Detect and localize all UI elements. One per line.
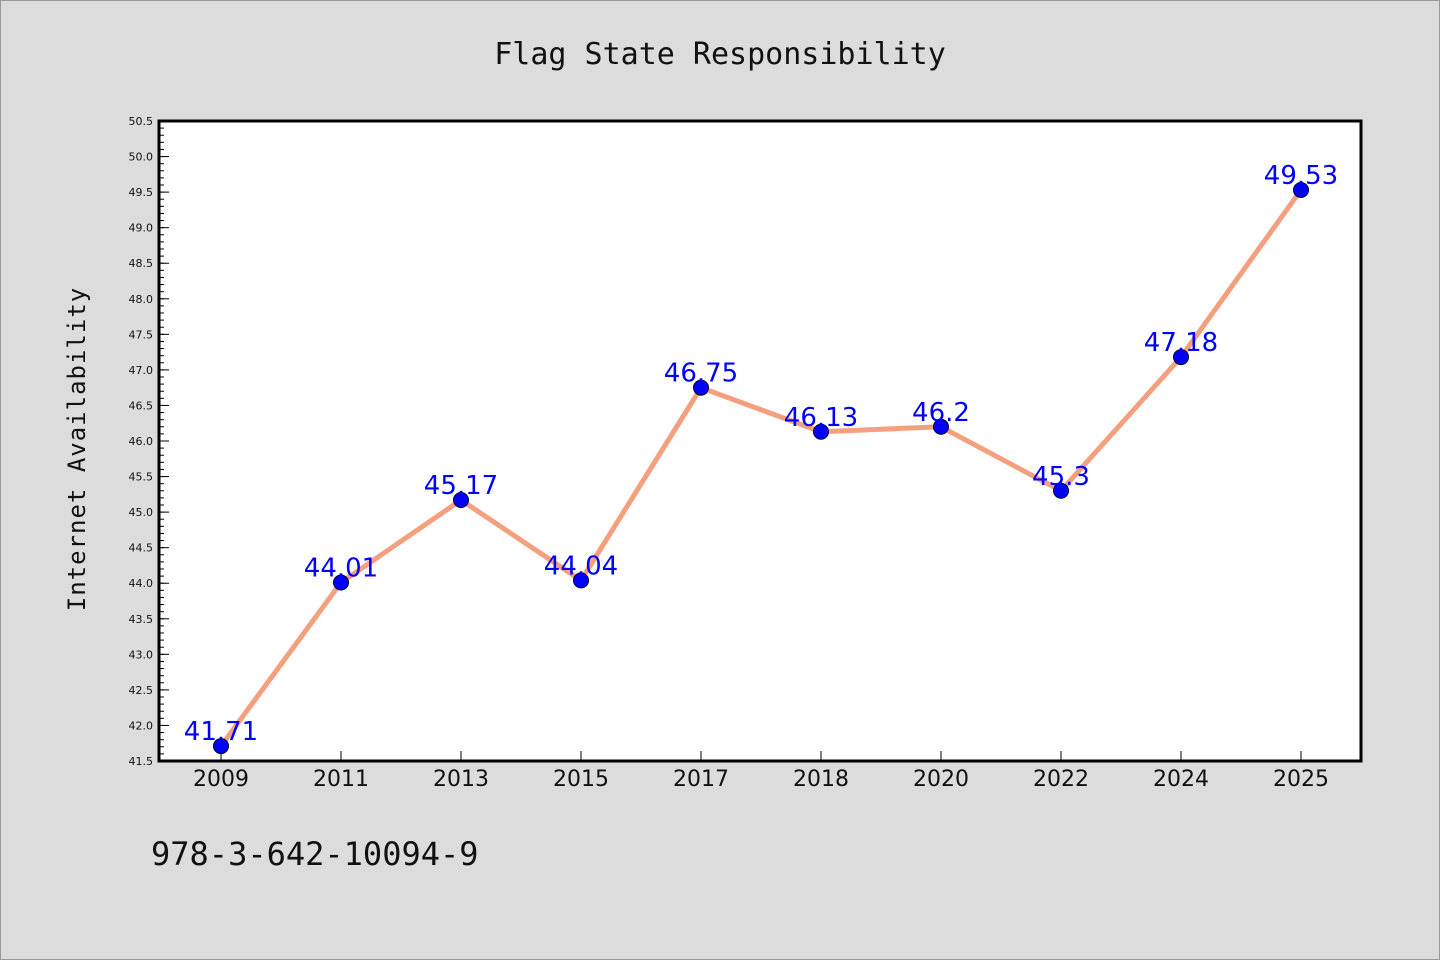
data-point bbox=[813, 423, 829, 440]
data-point bbox=[1173, 349, 1189, 366]
x-tick-label: 2025 bbox=[1273, 767, 1329, 792]
isbn-text: 978-3-642-10094-9 bbox=[151, 835, 479, 873]
y-tick-label: 50.5 bbox=[129, 115, 154, 128]
data-point bbox=[693, 379, 709, 396]
data-point bbox=[1293, 181, 1309, 198]
y-tick-label: 50.0 bbox=[129, 151, 154, 164]
data-label: 46.13 bbox=[784, 403, 858, 433]
y-tick-label: 43.0 bbox=[129, 648, 154, 661]
data-point bbox=[1053, 482, 1069, 499]
plot-frame bbox=[157, 119, 1363, 763]
y-tick-label: 49.0 bbox=[129, 222, 154, 235]
x-tick-label: 2013 bbox=[433, 767, 489, 792]
y-tick-label: 43.5 bbox=[129, 613, 154, 626]
data-label: 45.17 bbox=[424, 471, 498, 501]
y-tick-label: 45.5 bbox=[129, 471, 154, 484]
x-tick-label: 2017 bbox=[673, 767, 729, 792]
y-tick-label: 48.0 bbox=[129, 293, 154, 306]
series-line bbox=[218, 187, 1304, 749]
data-label: 44.01 bbox=[304, 554, 378, 584]
y-tick-label: 45.0 bbox=[129, 506, 154, 519]
y-tick-label: 46.5 bbox=[129, 399, 154, 412]
plot-area bbox=[159, 121, 1361, 761]
y-tick-label: 41.5 bbox=[129, 755, 154, 768]
data-label: 41.71 bbox=[184, 717, 258, 747]
y-tick-label: 42.5 bbox=[129, 684, 154, 697]
y-tick-label: 42.0 bbox=[129, 719, 154, 732]
data-label: 47.18 bbox=[1144, 328, 1218, 358]
x-tick-label: 2011 bbox=[313, 767, 369, 792]
y-axis-label: Internet Availability bbox=[63, 287, 91, 611]
y-tick-label: 48.5 bbox=[129, 257, 154, 270]
x-tick-label: 2015 bbox=[553, 767, 609, 792]
data-label: 49.53 bbox=[1264, 161, 1338, 191]
data-point bbox=[333, 574, 349, 591]
y-tick-label: 46.0 bbox=[129, 435, 154, 448]
data-point bbox=[933, 418, 949, 435]
data-label: 46.2 bbox=[912, 398, 970, 428]
x-tick-label: 2024 bbox=[1153, 767, 1209, 792]
data-point bbox=[573, 572, 589, 589]
data-point bbox=[453, 492, 469, 509]
data-label: 44.04 bbox=[544, 551, 618, 581]
y-tick-label: 44.5 bbox=[129, 542, 154, 555]
x-tick-label: 2018 bbox=[793, 767, 849, 792]
series-group: 41.71 44.01 45.17 44.04 46.75 46.13 46.2 45.3 47… bbox=[184, 161, 1338, 755]
x-axis: 2009 2011 2013 2015 2017 2018 2020 2022 2024 2025 bbox=[193, 751, 1329, 792]
y-tick-label: 49.5 bbox=[129, 186, 154, 199]
y-tick-label: 47.5 bbox=[129, 328, 154, 341]
x-tick-label: 2020 bbox=[913, 767, 969, 792]
x-tick-label: 2009 bbox=[193, 767, 249, 792]
x-tick-label: 2022 bbox=[1033, 767, 1089, 792]
chart-title: Flag State Responsibility bbox=[494, 37, 946, 72]
data-label: 46.75 bbox=[664, 359, 738, 389]
y-tick-label: 47.0 bbox=[129, 364, 154, 377]
data-point bbox=[213, 738, 229, 755]
y-tick-label: 44.0 bbox=[129, 577, 154, 590]
data-label: 45.3 bbox=[1032, 462, 1090, 492]
